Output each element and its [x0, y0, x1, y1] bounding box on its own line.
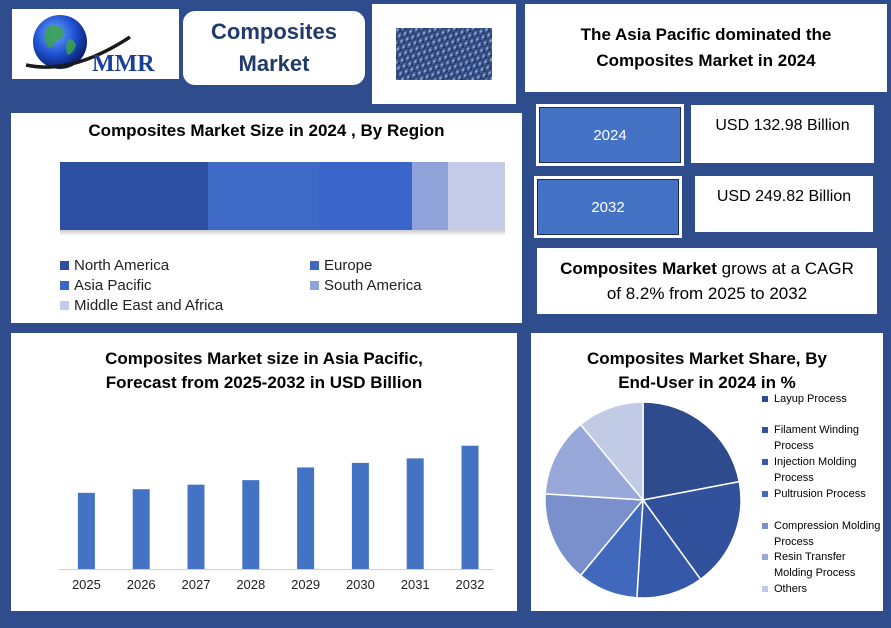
legend-item-north-america: North America: [60, 257, 169, 274]
forecast-bar-2025: [77, 492, 95, 569]
page-title: Composites Market: [181, 9, 367, 87]
legend-item-middle-east-africa: Middle East and Africa: [60, 297, 223, 314]
legend-swatch: [310, 261, 319, 270]
forecast-bar-2027: [187, 484, 205, 569]
legend-swatch: [60, 261, 69, 270]
x-tick-label: 2026: [127, 577, 156, 592]
forecast-chart-panel: Composites Market size in Asia Pacific, …: [11, 333, 517, 611]
pie-chart-title: Composites Market Share, By End-User in …: [531, 347, 883, 395]
year-2024-box: 2024: [539, 107, 681, 163]
logo-text: MMR: [92, 51, 155, 77]
region-segment-south-america: [411, 162, 449, 230]
forecast-title-line-1: Composites Market size in Asia Pacific,: [105, 349, 423, 368]
year-2032-frame: 2032: [534, 176, 682, 238]
x-tick-label: 2032: [456, 577, 485, 592]
legend-label: Others: [774, 583, 808, 595]
forecast-title-line-2: Forecast from 2025-2032 in USD Billion: [105, 373, 423, 392]
forecast-bar-2028: [242, 480, 260, 569]
region-stacked-bar: [60, 162, 505, 230]
value-2032: USD 249.82 Billion: [695, 176, 873, 232]
legend-label: South America: [324, 277, 422, 294]
forecast-bar-2031: [406, 458, 424, 569]
forecast-bar-2029: [297, 467, 315, 569]
x-tick-label: 2028: [236, 577, 265, 592]
legend-item-asia-pacific: Asia Pacific: [60, 277, 152, 294]
pie-slice-compression-molding-process: [544, 493, 645, 577]
pie-slice-resin-transfer-molding-process: [544, 423, 645, 501]
forecast-bar-2026: [132, 489, 150, 569]
title-line-1: Composites: [211, 19, 337, 44]
forecast-bar-2032: [461, 445, 479, 569]
region-segment-north-america: [60, 162, 209, 230]
legend-label: Pultrusion Process: [774, 488, 866, 500]
legend-item-europe: Europe: [310, 257, 372, 274]
pie-chart-panel: Composites Market Share, By End-User in …: [531, 333, 883, 611]
composite-texture-image: [396, 28, 492, 80]
region-segment-asia-pacific: [319, 162, 412, 230]
x-tick-label: 2031: [401, 577, 430, 592]
year-2032-box: 2032: [537, 179, 679, 235]
pie-chart: [544, 401, 742, 599]
region-chart-title: Composites Market Size in 2024 , By Regi…: [88, 121, 445, 140]
x-tick-label: 2030: [346, 577, 375, 592]
x-tick-label: 2027: [182, 577, 211, 592]
pie-slice-injection-molding-process: [636, 497, 702, 599]
pie-slice-layup-process: [642, 401, 741, 501]
legend-label: Injection Molding Process: [774, 456, 857, 484]
legend-label: Middle East and Africa: [74, 297, 224, 314]
legend-label: Europe: [324, 257, 373, 274]
region-bar-shadow: [60, 230, 505, 236]
legend-swatch: [310, 281, 319, 290]
legend-swatch: [762, 427, 768, 433]
legend-label: Asia Pacific: [74, 277, 152, 294]
logo: MMR: [12, 9, 179, 79]
pie-slice-others: [579, 401, 644, 503]
legend-swatch: [762, 554, 768, 560]
cagr-text-2: of 8.2% from 2025 to 2032: [606, 284, 808, 303]
globe-logo-icon: MMR: [25, 15, 155, 77]
pie-title-line-1: Composites Market Share, By: [587, 349, 827, 368]
legend-item-south-america: South America: [310, 277, 422, 294]
headline-line-1: The Asia Pacific dominated the: [580, 25, 832, 44]
legend-label: Layup Process: [774, 393, 847, 405]
legend-label: Compression Molding Process: [774, 520, 881, 548]
legend-label: Filament Winding Process: [774, 424, 859, 452]
title-line-2: Market: [238, 51, 310, 76]
cagr-statement: Composites Market grows at a CAGR of 8.2…: [537, 248, 877, 314]
legend-label: Resin Transfer Molding Process: [774, 551, 856, 579]
legend-swatch: [762, 491, 768, 497]
cagr-bold-text: Composites Market: [560, 259, 717, 278]
legend-swatch: [60, 301, 69, 310]
headline: The Asia Pacific dominated the Composite…: [525, 4, 887, 92]
legend-swatch: [60, 281, 69, 290]
forecast-bar-2030: [351, 462, 369, 569]
pie-title-line-2: End-User in 2024 in %: [618, 373, 796, 392]
legend-swatch: [762, 459, 768, 465]
region-segment-europe: [208, 162, 320, 230]
forecast-chart-title: Composites Market size in Asia Pacific, …: [11, 347, 517, 395]
legend-swatch: [762, 396, 768, 402]
x-tick-label: 2025: [72, 577, 101, 592]
market-stats-panel: 2024 USD 132.98 Billion 2032 USD 249.82 …: [529, 100, 885, 318]
region-segment-middle-east-and-africa: [448, 162, 505, 230]
value-2024: USD 132.98 Billion: [691, 105, 874, 163]
legend-swatch: [762, 586, 768, 592]
forecast-bar-chart: 2025 2026 2027 2028 2029 2030 2031 2032: [59, 445, 494, 592]
region-chart-panel: Composites Market Size in 2024 , By Regi…: [11, 113, 522, 323]
legend-label: North America: [74, 257, 170, 274]
headline-line-2: Composites Market in 2024: [596, 51, 816, 70]
year-2024-frame: 2024: [536, 104, 684, 166]
legend-swatch: [762, 523, 768, 529]
cagr-text-1: grows at a CAGR: [716, 259, 854, 278]
x-tick-label: 2029: [291, 577, 320, 592]
material-image: [372, 4, 516, 104]
pie-slice-filament-winding-process: [641, 480, 742, 581]
